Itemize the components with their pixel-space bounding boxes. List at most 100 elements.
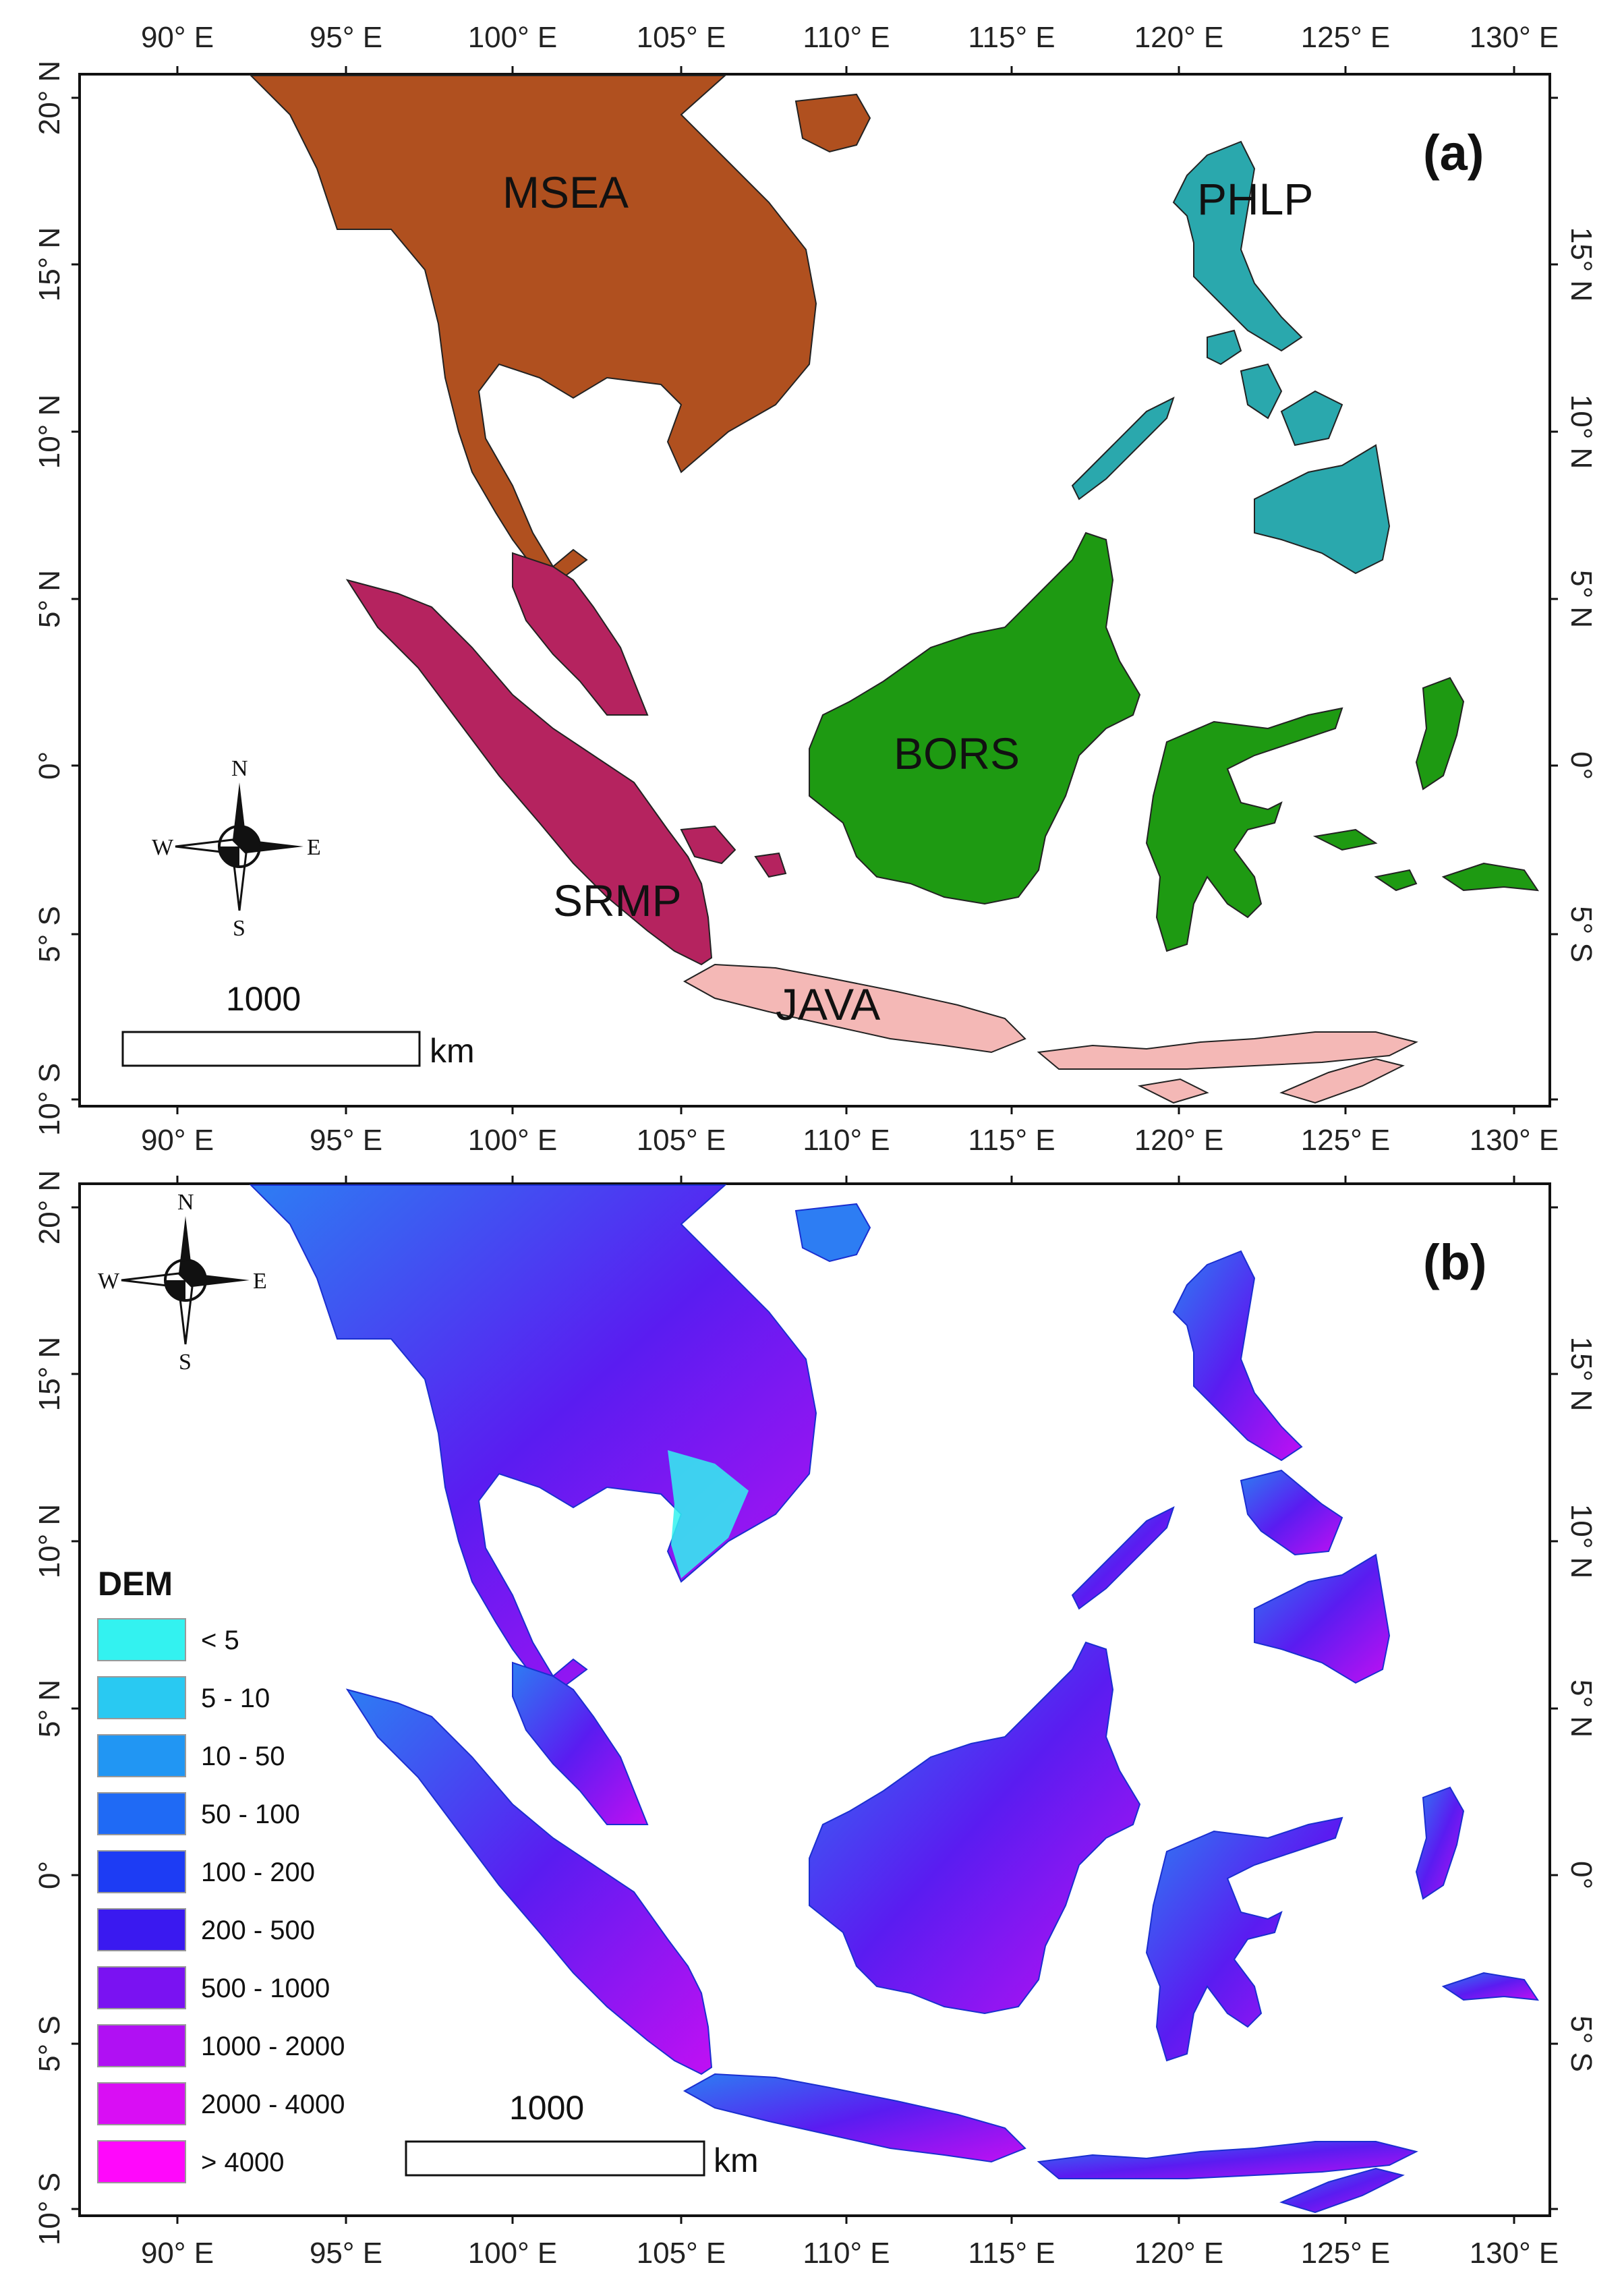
region-label-bors: BORS [894,728,1020,778]
legend-item: 500 - 1000 [97,1966,330,2009]
compass-a-e: E [307,835,321,860]
b-left-lat-2: 10° N [33,1504,66,1579]
a-left-lat-4: 0° [33,751,66,780]
dem-legend: DEM < 5 5 - 10 10 - 50 50 - 100 100 - 20… [97,1565,345,2183]
region-label-srmp: SRMP [553,876,682,925]
hainan-shape [794,93,871,153]
b-left-lat-4: 0° [33,1861,66,1889]
panel-b-tick-marks [71,1176,1558,2224]
mid-lon-8: 130° E [1470,1124,1559,1157]
region-msea-shape [249,75,817,581]
a-top-lon-2: 100° E [468,21,558,54]
legend-label: > 4000 [201,2148,284,2177]
dem-mindanao-shape [1254,1553,1391,1684]
mid-lon-1: 95° E [310,1124,382,1157]
a-right-lat-1: 15° N [1565,227,1598,302]
b-bottom-lon-2: 100° E [468,2237,558,2270]
legend-item: 50 - 100 [97,1792,300,1835]
b-bottom-lon-0: 90° E [141,2237,214,2270]
dem-visayas-shape [1240,1469,1343,1556]
mindoro-shape [1207,329,1242,366]
timor-shape [1279,1058,1405,1104]
panel-a-frame [78,73,1551,1108]
a-left-lat-0: 20° N [33,61,66,136]
mid-lon-2: 100° E [468,1124,558,1157]
b-left-lat-6: 10° S [33,2173,66,2245]
palawan-shape [1071,397,1175,500]
a-left-lat-1: 15° N [33,227,66,302]
compass-a-n: N [231,756,248,781]
b-left-lat-1: 15° N [33,1337,66,1412]
legend-swatch [97,1966,186,2009]
b-bottom-lon-7: 125° E [1301,2237,1391,2270]
a-left-lat-6: 10° S [33,1063,66,1136]
compass-a-w: W [152,835,174,860]
b-right-lat-5: 5° S [1565,2015,1598,2072]
legend-item: 200 - 500 [97,1908,315,1951]
b-right-lat-1: 15° N [1565,1337,1598,1412]
legend-title: DEM [98,1565,173,1603]
a-top-lon-4: 110° E [803,21,890,54]
legend-swatch [97,1792,186,1835]
a-left-lat-2: 10° N [33,395,66,469]
dem-seram-shape [1441,1972,1540,2001]
dem-borneo-shape [809,1641,1141,2015]
compass-b-s: S [179,1350,192,1375]
scale-bar-b-value: 1000 [509,2089,584,2127]
b-bottom-lon-5: 115° E [968,2237,1055,2270]
legend-swatch [97,2024,186,2067]
maluku-shape-2 [1374,869,1418,892]
dem-lesser-sunda-shape [1037,2141,1418,2179]
legend-item: > 4000 [97,2140,284,2183]
mid-lon-5: 115° E [968,1124,1055,1157]
a-right-lat-2: 10° N [1565,395,1598,469]
b-bottom-lon-1: 95° E [310,2237,382,2270]
a-top-lon-0: 90° E [141,21,214,54]
legend-swatch [97,1850,186,1893]
region-label-msea: MSEA [502,167,629,217]
legend-swatch [97,2082,186,2125]
a-top-lon-6: 120° E [1134,21,1224,54]
middle-lon-axis: 90° E 95° E 100° E 105° E 110° E 115° E … [141,1124,1559,1157]
dem-luzon-shape [1172,1250,1303,1462]
legend-label: 50 - 100 [201,1800,300,1829]
visayas-shape-1 [1240,363,1283,420]
dem-timor-shape [1279,2167,1405,2214]
b-bottom-lon-8: 130° E [1470,2237,1559,2270]
dem-lowland-delta [668,1450,749,1578]
dem-sumatra-shape [345,1688,713,2075]
a-left-lat-5: 5° S [33,906,66,963]
dem-hainan-shape [794,1203,871,1263]
a-top-lon-5: 115° E [968,21,1055,54]
a-top-lon-7: 125° E [1301,21,1391,54]
panel-b-label: (b) [1423,1234,1487,1290]
b-right-lat-2: 10° N [1565,1504,1598,1579]
a-top-lon-1: 95° E [310,21,382,54]
compass-b-n: N [177,1190,194,1215]
scale-bar-b: 1000 km [405,2089,759,2179]
panel-a-label: (a) [1423,125,1484,181]
scale-bar-a-value: 1000 [226,980,301,1018]
dem-maluku-shape [1415,1786,1465,1900]
seram-shape [1441,862,1540,892]
region-label-java: JAVA [776,979,880,1029]
legend-item: 100 - 200 [97,1850,315,1893]
compass-a-s: S [233,916,245,941]
a-right-lat-4: 0° [1565,751,1598,780]
mid-lon-3: 105° E [637,1124,726,1157]
mid-lon-0: 90° E [141,1124,214,1157]
mid-lon-6: 120° E [1134,1124,1224,1157]
b-left-lat-5: 5° S [33,2015,66,2072]
belitung-shape [754,852,787,878]
legend-swatch [97,2140,186,2183]
legend-label: 1000 - 2000 [201,2032,345,2061]
mindanao-shape [1254,444,1391,575]
b-left-lat-3: 5° N [33,1680,66,1738]
region-bors-shape [809,532,1141,905]
maluku-shape-1 [1415,677,1465,791]
compass-b-e: E [253,1269,267,1294]
region-srmp-shape [512,552,649,716]
dem-palawan-shape [1071,1506,1175,1610]
scale-bar-b-rect [405,2140,705,2177]
legend-swatch [97,1734,186,1777]
